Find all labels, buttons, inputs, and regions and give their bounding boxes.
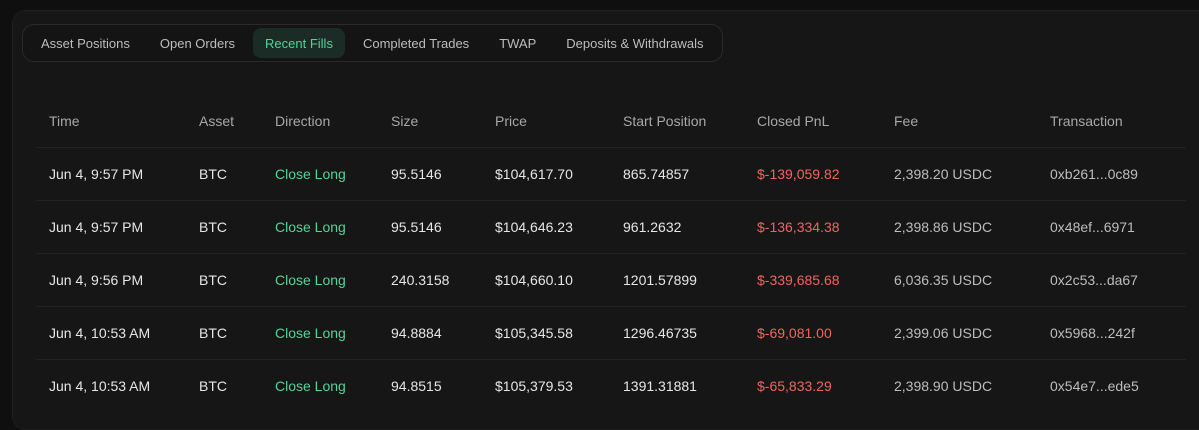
cell-fee: 6,036.35 USDC — [894, 272, 993, 288]
cell-direction: Close Long — [275, 219, 346, 235]
col-asset[interactable]: Asset — [199, 113, 235, 129]
cell-transaction-link[interactable]: 0xb261...0c89 — [1050, 166, 1138, 182]
tab-asset-positions[interactable]: Asset Positions — [41, 35, 130, 51]
cell-transaction-link[interactable]: 0x5968...242f — [1050, 325, 1135, 341]
col-size[interactable]: Size — [391, 113, 419, 129]
cell-time: Jun 4, 10:53 AM — [49, 325, 151, 341]
cell-direction: Close Long — [275, 378, 346, 394]
table-header: Time Asset Direction Size Price Start Po… — [36, 95, 1186, 147]
cell-asset: BTC — [199, 166, 227, 182]
cell-time: Jun 4, 9:56 PM — [49, 272, 144, 288]
table-row: Jun 4, 9:56 PM BTC Close Long 240.3158 $… — [36, 253, 1186, 306]
col-closed-pnl[interactable]: Closed PnL — [757, 113, 830, 129]
cell-time: Jun 4, 9:57 PM — [49, 219, 144, 235]
tab-open-orders[interactable]: Open Orders — [159, 35, 236, 51]
cell-start-position: 1391.31881 — [623, 378, 697, 394]
cell-time: Jun 4, 9:57 PM — [49, 166, 144, 182]
cell-direction: Close Long — [275, 272, 346, 288]
tab-deposits-withdrawals[interactable]: Deposits & Withdrawals — [566, 35, 704, 51]
cell-price: $104,646.23 — [495, 219, 573, 235]
cell-start-position: 961.2632 — [623, 219, 682, 235]
cell-price: $105,345.58 — [495, 325, 573, 341]
cell-closed-pnl: $-69,081.00 — [757, 325, 832, 341]
cell-price: $104,660.10 — [495, 272, 573, 288]
cell-asset: BTC — [199, 272, 227, 288]
col-direction[interactable]: Direction — [275, 113, 331, 129]
col-start-position[interactable]: Start Position — [623, 113, 707, 129]
col-fee[interactable]: Fee — [894, 113, 919, 129]
table-row: Jun 4, 9:57 PM BTC Close Long 95.5146 $1… — [36, 200, 1186, 253]
cell-fee: 2,398.86 USDC — [894, 219, 993, 235]
cell-start-position: 1296.46735 — [623, 325, 697, 341]
cell-fee: 2,399.06 USDC — [894, 325, 993, 341]
col-price[interactable]: Price — [495, 113, 527, 129]
col-transaction[interactable]: Transaction — [1050, 113, 1123, 129]
cell-transaction-link[interactable]: 0x54e7...ede5 — [1050, 378, 1139, 394]
cell-price: $105,379.53 — [495, 378, 573, 394]
cell-price: $104,617.70 — [495, 166, 573, 182]
cell-size: 95.5146 — [391, 219, 442, 235]
cell-direction: Close Long — [275, 325, 346, 341]
cell-transaction-link[interactable]: 0x48ef...6971 — [1050, 219, 1135, 235]
tab-twap[interactable]: TWAP — [499, 35, 537, 51]
cell-time: Jun 4, 10:53 AM — [49, 378, 151, 394]
table-row: Jun 4, 10:53 AM BTC Close Long 94.8884 $… — [36, 306, 1186, 359]
recent-fills-panel — [12, 10, 1199, 430]
tab-recent-fills[interactable]: Recent Fills — [253, 28, 345, 58]
tab-bar: Asset Positions Open Orders Recent Fills… — [22, 24, 723, 62]
cell-fee: 2,398.90 USDC — [894, 378, 993, 394]
table-row: Jun 4, 9:57 PM BTC Close Long 95.5146 $1… — [36, 147, 1186, 200]
cell-closed-pnl: $-339,685.68 — [757, 272, 840, 288]
cell-asset: BTC — [199, 378, 227, 394]
cell-size: 240.3158 — [391, 272, 450, 288]
tab-completed-trades[interactable]: Completed Trades — [362, 35, 470, 51]
col-time[interactable]: Time — [49, 113, 80, 129]
table-row: Jun 4, 10:53 AM BTC Close Long 94.8515 $… — [36, 359, 1186, 412]
cell-asset: BTC — [199, 219, 227, 235]
cell-start-position: 1201.57899 — [623, 272, 697, 288]
cell-transaction-link[interactable]: 0x2c53...da67 — [1050, 272, 1138, 288]
cell-start-position: 865.74857 — [623, 166, 690, 182]
cell-closed-pnl: $-65,833.29 — [757, 378, 832, 394]
cell-size: 95.5146 — [391, 166, 442, 182]
cell-asset: BTC — [199, 325, 227, 341]
cell-size: 94.8884 — [391, 325, 442, 341]
cell-closed-pnl: $-139,059.82 — [757, 166, 840, 182]
cell-direction: Close Long — [275, 166, 346, 182]
cell-size: 94.8515 — [391, 378, 442, 394]
cell-fee: 2,398.20 USDC — [894, 166, 993, 182]
cell-closed-pnl: $-136,334.38 — [757, 219, 840, 235]
